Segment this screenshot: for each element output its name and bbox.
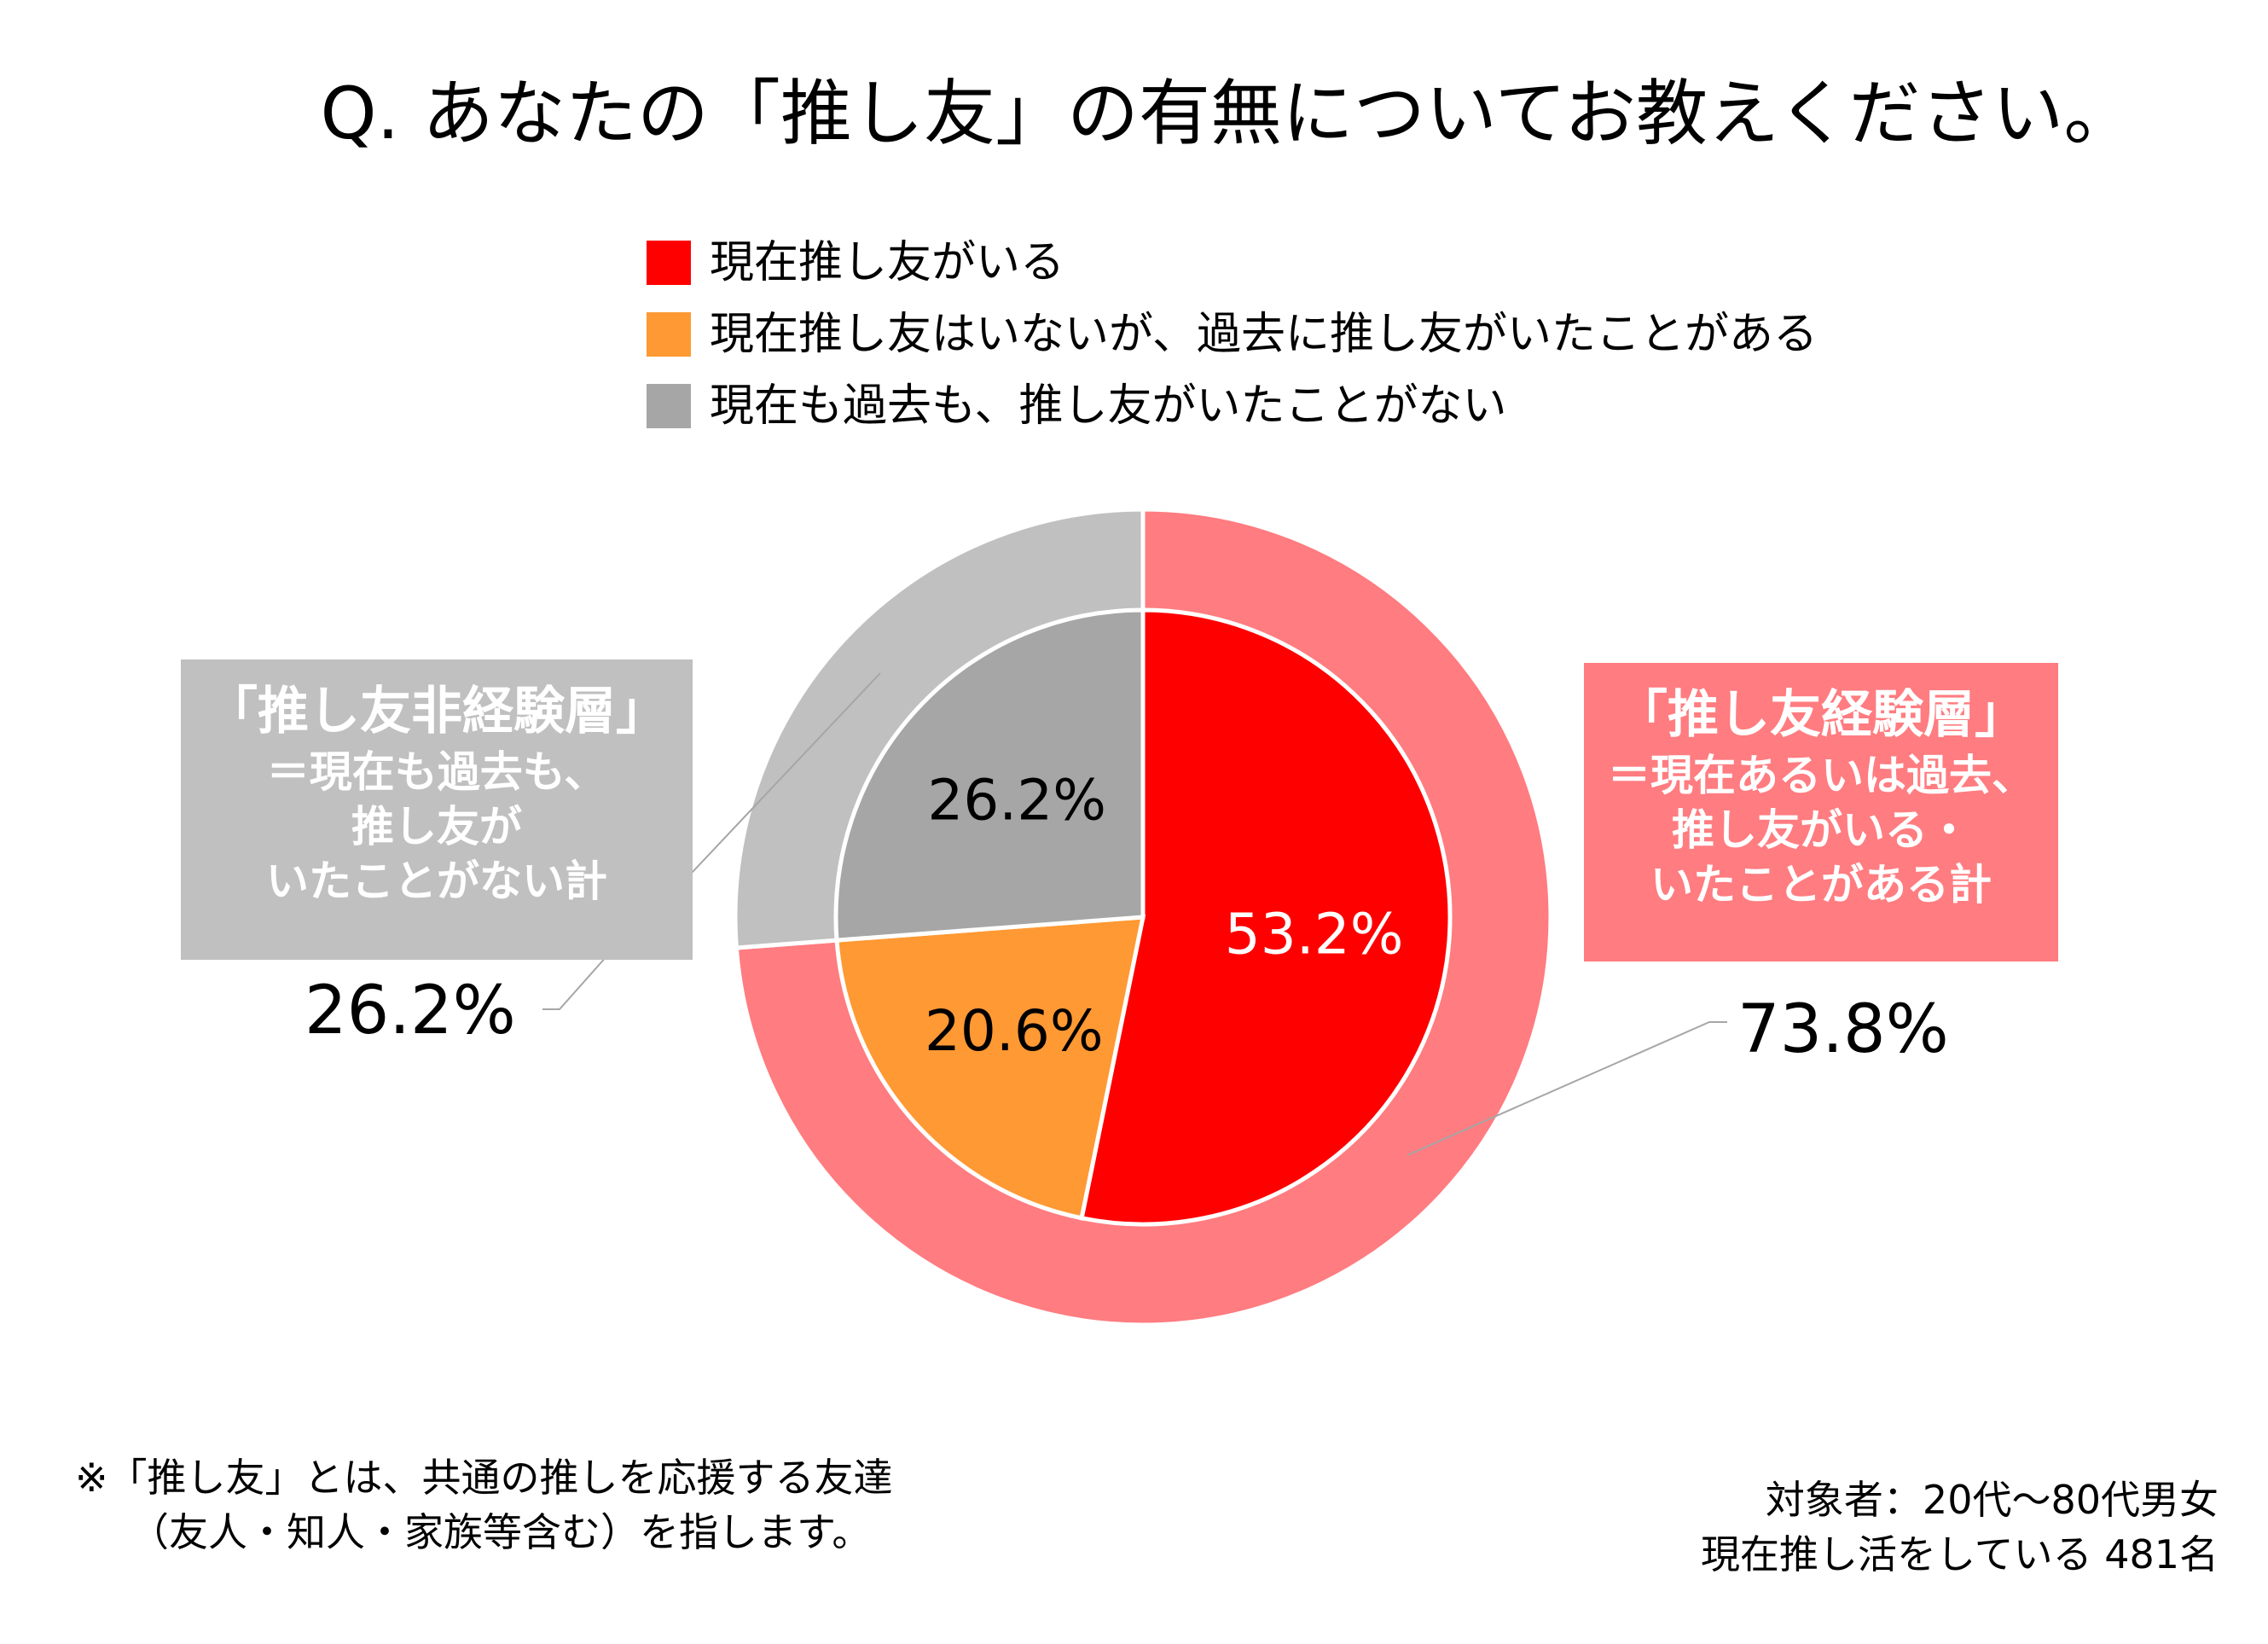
inner-pie xyxy=(833,607,1453,1227)
callout-experienced-line: ＝現在あるいは過去、 xyxy=(1608,751,2034,800)
callout-experienced-line: 推し友がいる・ xyxy=(1672,805,1970,855)
legend-item-current: 現在推し友がいる xyxy=(647,237,1818,288)
sample-description: 対象者：20代～80代男女 現在推し活をしている 481名 xyxy=(1701,1473,2219,1582)
pie-slice xyxy=(834,915,1146,1221)
non-experienced-total: 26.2% xyxy=(305,973,516,1049)
slice-label: 20.6% xyxy=(925,998,1104,1064)
legend-label-never: 現在も過去も、推し友がいたことがない xyxy=(710,381,1507,432)
legend-swatch-current xyxy=(647,241,691,285)
callout-non-experienced-line: 推し友が xyxy=(351,802,522,851)
chart-title: Q. あなたの「推し友」の有無についてお教えください。 xyxy=(320,72,2136,155)
callout-non-experienced-line: ＝現在も過去も、 xyxy=(266,747,607,797)
legend-swatch-never xyxy=(647,384,691,428)
callout-non-experienced: 「推し友非経験層」 ＝現在も過去も、 推し友が いたことがない計 xyxy=(181,659,693,960)
callout-non-experienced-heading: 「推し友非経験層」 xyxy=(206,682,667,741)
legend-swatch-past xyxy=(647,312,691,357)
footnote-line: （友人・知人・家族等含む）を指します。 xyxy=(130,1509,872,1555)
callout-experienced-body: ＝現在あるいは過去、 推し友がいる・ いたことがある計 xyxy=(1584,748,2058,912)
sample-line: 対象者：20代～80代男女 xyxy=(1765,1477,2219,1523)
legend-item-past: 現在推し友はいないが、過去に推し友がいたことがある xyxy=(647,309,1818,360)
leader-line-left-value xyxy=(542,955,608,1010)
footnote-line: ※「推し友」とは、共通の推しを応援する友達 xyxy=(75,1455,893,1501)
sample-line: 現在推し活をしている 481名 xyxy=(1700,1531,2219,1577)
slice-labels: 53.2% 20.6% 26.2% xyxy=(925,767,1403,1063)
callout-experienced: 「推し友経験層」 ＝現在あるいは過去、 推し友がいる・ いたことがある計 xyxy=(1584,663,2058,961)
callout-non-experienced-body: ＝現在も過去も、 推し友が いたことがない計 xyxy=(181,745,693,909)
callout-experienced-heading: 「推し友経験層」 xyxy=(1616,685,2026,745)
experienced-total: 73.8% xyxy=(1737,991,1949,1068)
slice-label: 26.2% xyxy=(927,767,1106,833)
legend-label-past: 現在推し友はいないが、過去に推し友がいたことがある xyxy=(710,309,1818,360)
legend: 現在推し友がいる 現在推し友はいないが、過去に推し友がいたことがある 現在も過去… xyxy=(647,237,1818,452)
legend-label-current: 現在推し友がいる xyxy=(710,237,1065,288)
leader-line-right xyxy=(1407,1021,1727,1156)
slice-label: 53.2% xyxy=(1225,902,1404,967)
callout-experienced-line: いたことがある計 xyxy=(1650,860,1992,909)
pie-slice xyxy=(1079,607,1453,1227)
pie-slice xyxy=(833,607,1146,943)
footnote: ※「推し友」とは、共通の推しを応援する友達 （友人・知人・家族等含む）を指します… xyxy=(75,1450,893,1560)
legend-item-never: 現在も過去も、推し友がいたことがない xyxy=(647,381,1818,432)
callout-non-experienced-line: いたことがない計 xyxy=(266,857,607,906)
